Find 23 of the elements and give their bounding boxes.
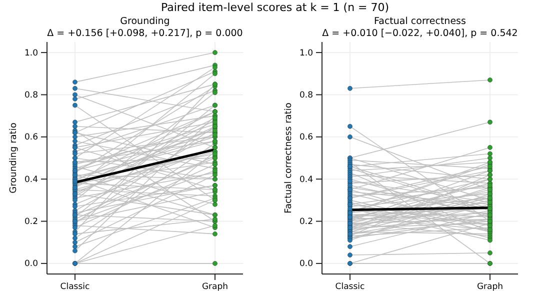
y-tick-label: 0.0: [299, 259, 313, 270]
text: Paired item-level scores at k = 1 (n = 70): [160, 1, 390, 14]
y-tick-label: 0.6: [299, 132, 313, 143]
y-tick-label: 0.6: [24, 132, 38, 143]
y-tick-label: 1.0: [299, 48, 313, 58]
chart-subtitle: Δ = +0.010 [−0.022, +0.040], p = 0.542: [322, 28, 518, 39]
x-tick-label: Classic: [60, 282, 90, 291]
y-tick-label: 0.0: [24, 259, 38, 270]
y-tick-label: 0.4: [299, 174, 313, 185]
chart-subtitle: Δ = +0.156 [+0.098, +0.217], p = 0.000: [47, 28, 243, 39]
chart-title: Factual correctness: [374, 16, 466, 27]
y-tick-label: 0.4: [24, 174, 38, 185]
chart-title: Grounding: [120, 16, 170, 27]
y-tick-label: 0.8: [24, 90, 38, 100]
y-axis-title: Factual correctness ratio: [284, 102, 294, 214]
y-axis-title: Grounding ratio: [9, 122, 19, 194]
x-tick-label: Graph: [202, 282, 228, 291]
x-tick-label: Classic: [335, 282, 366, 291]
y-tick-label: 1.0: [24, 48, 38, 58]
x-tick-label: Graph: [476, 282, 504, 291]
y-tick-label: 0.8: [299, 90, 313, 100]
y-tick-label: 0.2: [24, 216, 38, 227]
y-tick-label: 0.2: [299, 216, 313, 227]
